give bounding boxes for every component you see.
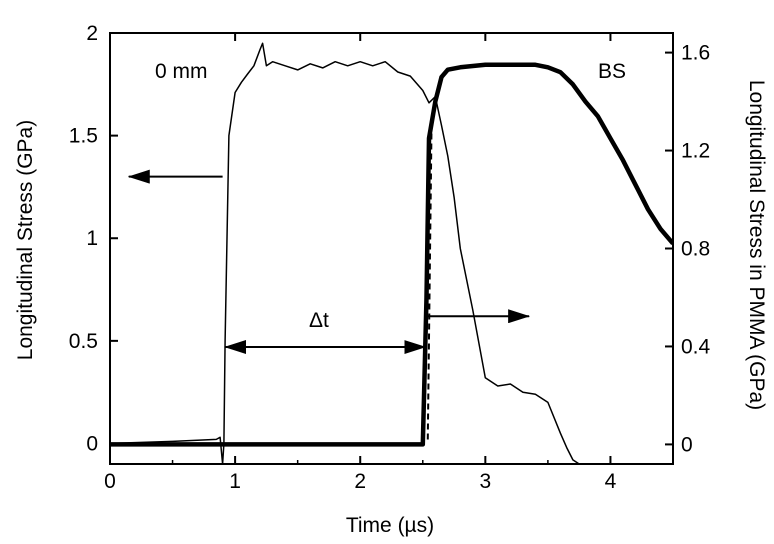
y-left-tick-label: 0.5 <box>69 330 98 353</box>
y-left-axis-title: Longitudinal Stress (GPa) <box>14 120 37 360</box>
y-right-tick-label: 1.6 <box>681 42 710 65</box>
x-tick-label: 3 <box>479 470 491 493</box>
y-right-axis-ticks: 0 0.4 0.8 1.2 1.6 <box>665 42 711 456</box>
x-tick-label: 4 <box>605 470 617 493</box>
bs-rise-dashed <box>426 126 433 440</box>
y-left-axis-ticks: 0 0.5 1 1.5 2 <box>69 22 118 455</box>
y-right-tick-label: 0.8 <box>681 238 710 261</box>
label-bs: BS <box>598 60 626 83</box>
annotation-layer <box>127 126 531 440</box>
y-right-tick-label: 1.2 <box>681 140 710 163</box>
y-right-axis-title: Longitudinal Stress in PMMA (GPa) <box>745 80 768 410</box>
label-delta-t: Δt <box>309 309 329 332</box>
y-right-tick-label: 0 <box>681 433 693 456</box>
series-line-0mm <box>110 42 580 464</box>
label-0mm: 0 mm <box>155 60 208 83</box>
series-layer <box>110 42 673 464</box>
plot-frame <box>109 32 674 465</box>
series-line-pmma <box>110 62 673 447</box>
y-left-tick-label: 1.5 <box>69 125 98 148</box>
y-right-tick-label: 0.4 <box>681 335 711 358</box>
x-axis-ticks: 0 1 2 3 4 <box>104 33 617 493</box>
x-tick-label: 2 <box>354 470 366 493</box>
x-tick-label: 0 <box>104 470 116 493</box>
y-left-tick-label: 0 <box>86 432 98 455</box>
x-axis-title: Time (µs) <box>346 514 434 537</box>
y-left-tick-label: 2 <box>86 22 98 45</box>
x-tick-label: 1 <box>229 470 241 493</box>
y-left-tick-label: 1 <box>86 227 98 250</box>
plot-area <box>109 32 674 465</box>
